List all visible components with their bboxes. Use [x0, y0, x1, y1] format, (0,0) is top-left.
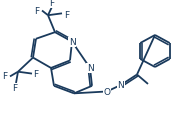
Text: F: F — [12, 83, 18, 92]
Text: N: N — [69, 38, 75, 47]
Text: N: N — [118, 81, 124, 90]
Text: F: F — [49, 0, 54, 8]
Text: F: F — [33, 69, 39, 78]
Text: F: F — [34, 7, 40, 16]
Text: F: F — [2, 71, 8, 80]
Text: O: O — [104, 87, 110, 96]
Text: N: N — [87, 64, 93, 73]
Text: F: F — [64, 11, 70, 20]
